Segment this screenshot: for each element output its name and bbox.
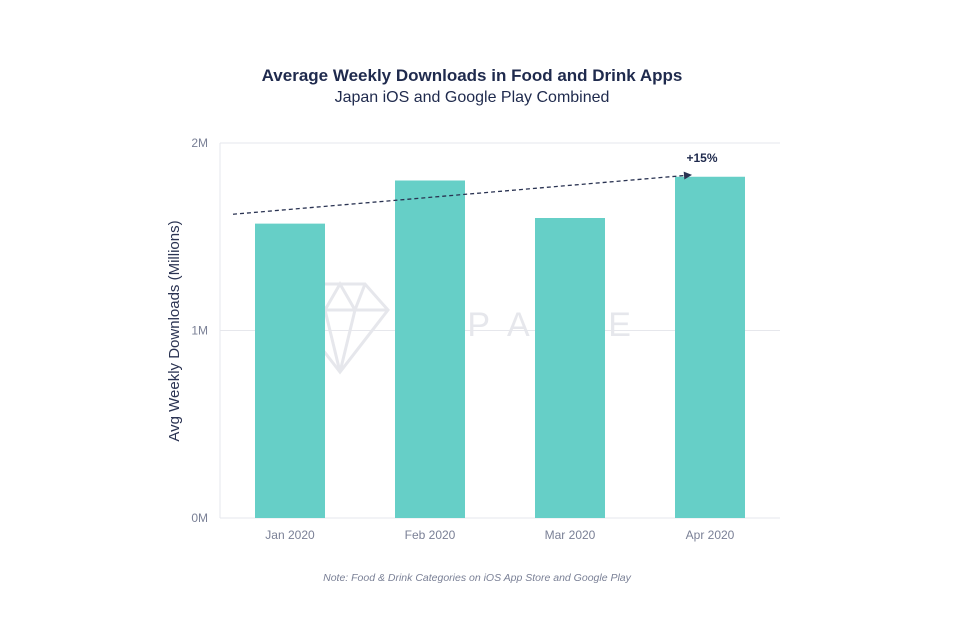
- y-tick-label: 0M: [191, 511, 208, 525]
- chart-title: Average Weekly Downloads in Food and Dri…: [262, 66, 683, 85]
- bar: [255, 223, 325, 518]
- bar: [535, 218, 605, 518]
- bar: [395, 180, 465, 518]
- x-tick-label: Feb 2020: [405, 528, 456, 542]
- y-tick-label: 2M: [191, 136, 208, 150]
- trend-arrow-line: [232, 174, 685, 215]
- y-axis-label: Avg Weekly Downloads (Millions): [166, 220, 183, 441]
- trend-arrow-head: [683, 171, 692, 180]
- bar: [675, 176, 745, 518]
- y-axis-ticks: 0M 1M 2M: [191, 136, 208, 525]
- x-tick-label: Mar 2020: [545, 528, 596, 542]
- trend-annotation: +15%: [232, 151, 718, 215]
- x-tick-label: Apr 2020: [686, 528, 735, 542]
- x-axis-ticks: Jan 2020 Feb 2020 Mar 2020 Apr 2020: [265, 528, 734, 542]
- chart-note: Note: Food & Drink Categories on iOS App…: [323, 572, 632, 584]
- y-tick-label: 1M: [191, 324, 208, 338]
- bars: [255, 176, 745, 518]
- chart-subtitle: Japan iOS and Google Play Combined: [335, 89, 610, 106]
- trend-label: +15%: [686, 151, 717, 165]
- x-tick-label: Jan 2020: [265, 528, 315, 542]
